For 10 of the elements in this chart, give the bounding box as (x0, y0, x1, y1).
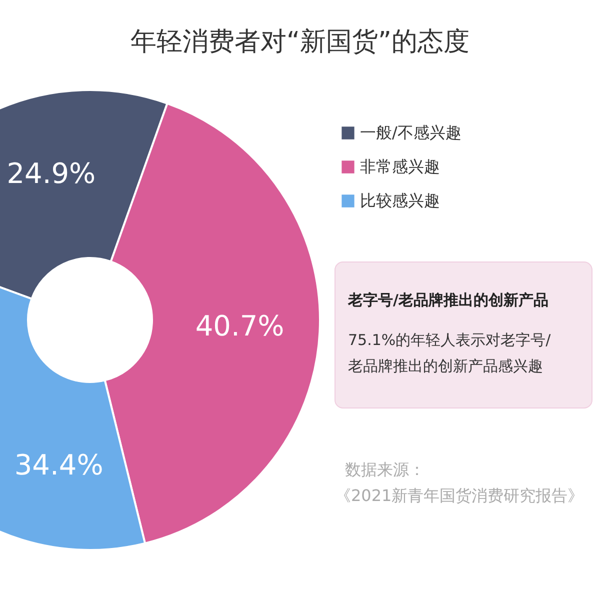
legend-label: 一般/不感兴趣 (360, 123, 462, 142)
legend-label: 比较感兴趣 (360, 191, 440, 210)
data-label: 40.7% (195, 310, 284, 343)
legend-label: 非常感兴趣 (360, 157, 440, 176)
data-label: 24.9% (6, 157, 96, 190)
text: 75.1%的年轻人表示对老字号/老品牌推出的创新产品感兴趣 (348, 331, 552, 375)
source-note: 数据来源：《2021新青年国货消费研究报告》 (335, 460, 584, 505)
chart-title: 年轻消费者对“新国货”的态度 (130, 27, 470, 57)
text: 老字号/老品牌推出的创新产品 (347, 291, 548, 309)
data-label: 34.4% (14, 448, 104, 482)
